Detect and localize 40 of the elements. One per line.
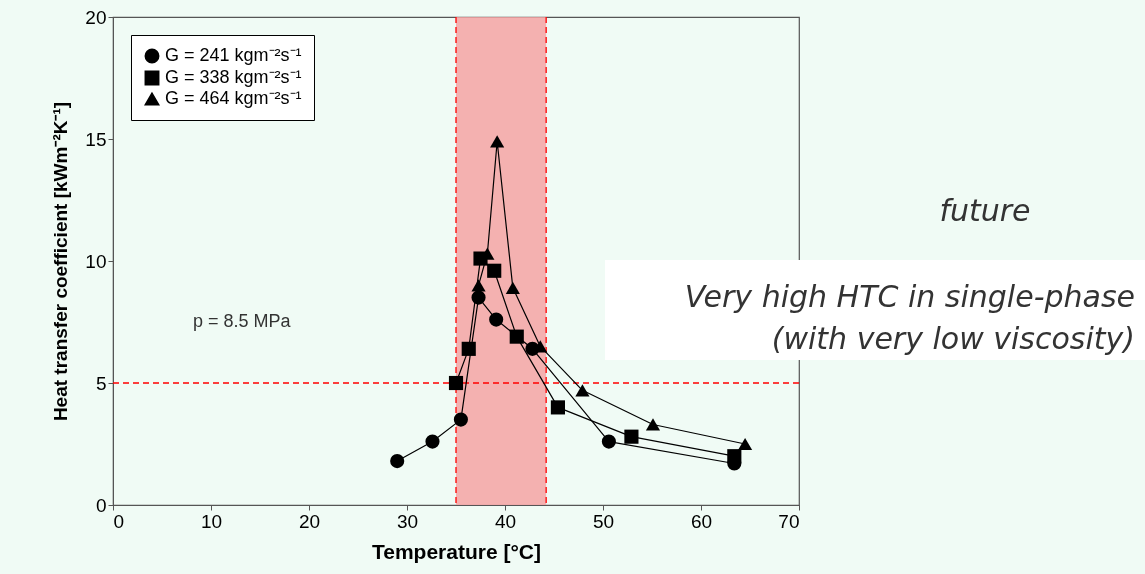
point bbox=[509, 329, 524, 344]
y-tick-label: 10 bbox=[85, 250, 107, 272]
y-tick-label: 0 bbox=[95, 494, 107, 516]
point bbox=[448, 375, 464, 391]
point bbox=[550, 400, 565, 415]
text: future bbox=[939, 193, 1031, 228]
point bbox=[487, 263, 502, 278]
x-tick-label: 70 bbox=[778, 510, 800, 532]
point bbox=[601, 434, 616, 449]
point bbox=[471, 279, 486, 292]
point bbox=[461, 341, 476, 356]
point bbox=[390, 454, 405, 469]
annotation: Very high HTC in single-phase (with very low viscosity) bbox=[684, 279, 1135, 356]
point bbox=[575, 384, 590, 397]
legend-label: G = 241 kgm⁻²s⁻¹ bbox=[165, 45, 302, 65]
point bbox=[490, 135, 505, 148]
point bbox=[738, 437, 753, 451]
x-tick-label: 40 bbox=[494, 510, 517, 532]
legend-label: G = 338 kgm⁻²s⁻¹ bbox=[165, 67, 302, 87]
point bbox=[471, 290, 486, 305]
point bbox=[489, 312, 504, 327]
y-tick-label: 15 bbox=[85, 128, 107, 150]
annotation: p = 8.5 MPa bbox=[193, 311, 292, 331]
legend-label: G = 464 kgm⁻²s⁻¹ bbox=[165, 88, 302, 108]
x-tick-label: 20 bbox=[298, 510, 321, 532]
y-axis-title: Heat transfer coefficient [kWm⁻²K⁻¹] bbox=[50, 101, 72, 422]
x-tick-label: 0 bbox=[113, 510, 125, 532]
point bbox=[624, 429, 639, 444]
point bbox=[727, 449, 742, 464]
point bbox=[645, 418, 661, 431]
point bbox=[453, 412, 468, 427]
y-tick-label: 5 bbox=[95, 372, 107, 394]
x-tick-label: 50 bbox=[592, 510, 615, 532]
y-tick-label: 20 bbox=[85, 6, 107, 28]
x-tick-label: 60 bbox=[690, 510, 713, 532]
point bbox=[505, 281, 520, 294]
x-tick-label: 10 bbox=[200, 510, 223, 532]
point bbox=[425, 434, 440, 449]
x-tick-label: 30 bbox=[396, 510, 419, 532]
x-axis-title: Temperature [°C] bbox=[371, 539, 542, 563]
